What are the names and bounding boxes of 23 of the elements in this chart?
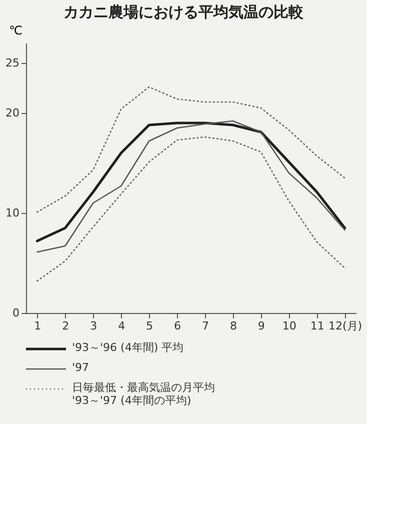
y-axis-title: ℃ [9, 24, 22, 38]
legend-label: 日毎最低・最高気温の月平均 '93～'97 (4年間の平均) [72, 381, 215, 407]
line-series [36, 86, 346, 213]
x-tick-label: 6 [174, 320, 182, 332]
x-tick-label: 7 [202, 320, 209, 332]
y-tick-label: 10 [6, 206, 20, 220]
x-tick-label: 9 [258, 320, 265, 332]
x-tick-label: 8 [230, 320, 237, 332]
y-tick-label: 25 [6, 56, 20, 70]
legend-label: '93～'96 (4年間) 平均 [72, 341, 184, 354]
x-tick-label: 10 [282, 320, 296, 332]
x-tick-label: 11 [310, 320, 324, 332]
x-tick-label: 1 [34, 320, 42, 332]
x-tick-label: 12(月) [328, 320, 362, 332]
x-tick-label: 3 [90, 320, 98, 332]
legend-label: '97 [72, 361, 90, 374]
x-tick-label: 5 [146, 320, 154, 332]
y-tick-label: 20 [6, 106, 20, 120]
y-tick-label: 0 [12, 306, 20, 320]
chart-title: カカニ農場における平均気温の比較 [63, 3, 304, 21]
x-tick-label: 4 [118, 320, 126, 332]
line-series [36, 136, 346, 282]
x-tick-label: 2 [62, 320, 70, 332]
